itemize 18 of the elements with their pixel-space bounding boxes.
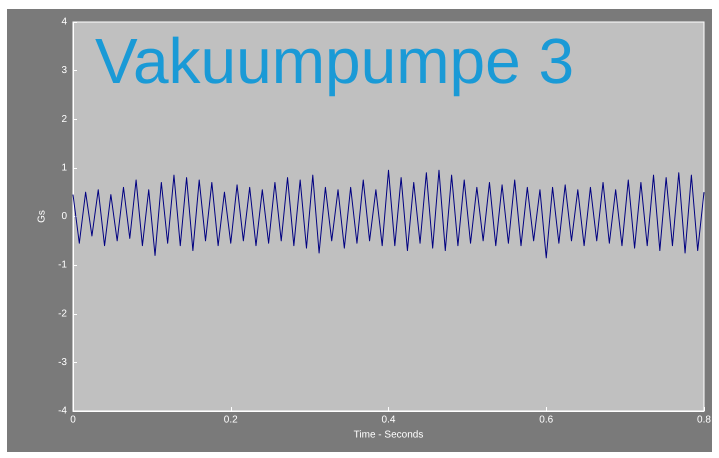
y-tick-label: 3 (61, 65, 68, 76)
y-tick-label: -4 (58, 406, 68, 416)
y-tick-label: 0 (61, 211, 68, 222)
y-tick-label: 2 (61, 114, 68, 125)
chart-title: Vakuumpumpe 3 (95, 25, 574, 97)
y-axis-title: Gs (36, 210, 48, 223)
line-series (72, 170, 704, 258)
x-tick-label: 0.8 (697, 414, 712, 426)
y-tick-label: 1 (61, 162, 68, 174)
y-tick-label: -2 (58, 308, 68, 320)
y-tick-label: -1 (58, 260, 68, 271)
x-tick-label: 0.2 (224, 414, 238, 426)
x-axis-title: Time - Seconds (354, 429, 424, 440)
y-tick-label: 4 (61, 16, 68, 28)
y-tick-label: -3 (58, 356, 68, 368)
x-tick-label: 0 (70, 414, 76, 426)
x-tick-label: 0.4 (382, 414, 396, 426)
x-tick-label: 0.6 (539, 414, 554, 426)
